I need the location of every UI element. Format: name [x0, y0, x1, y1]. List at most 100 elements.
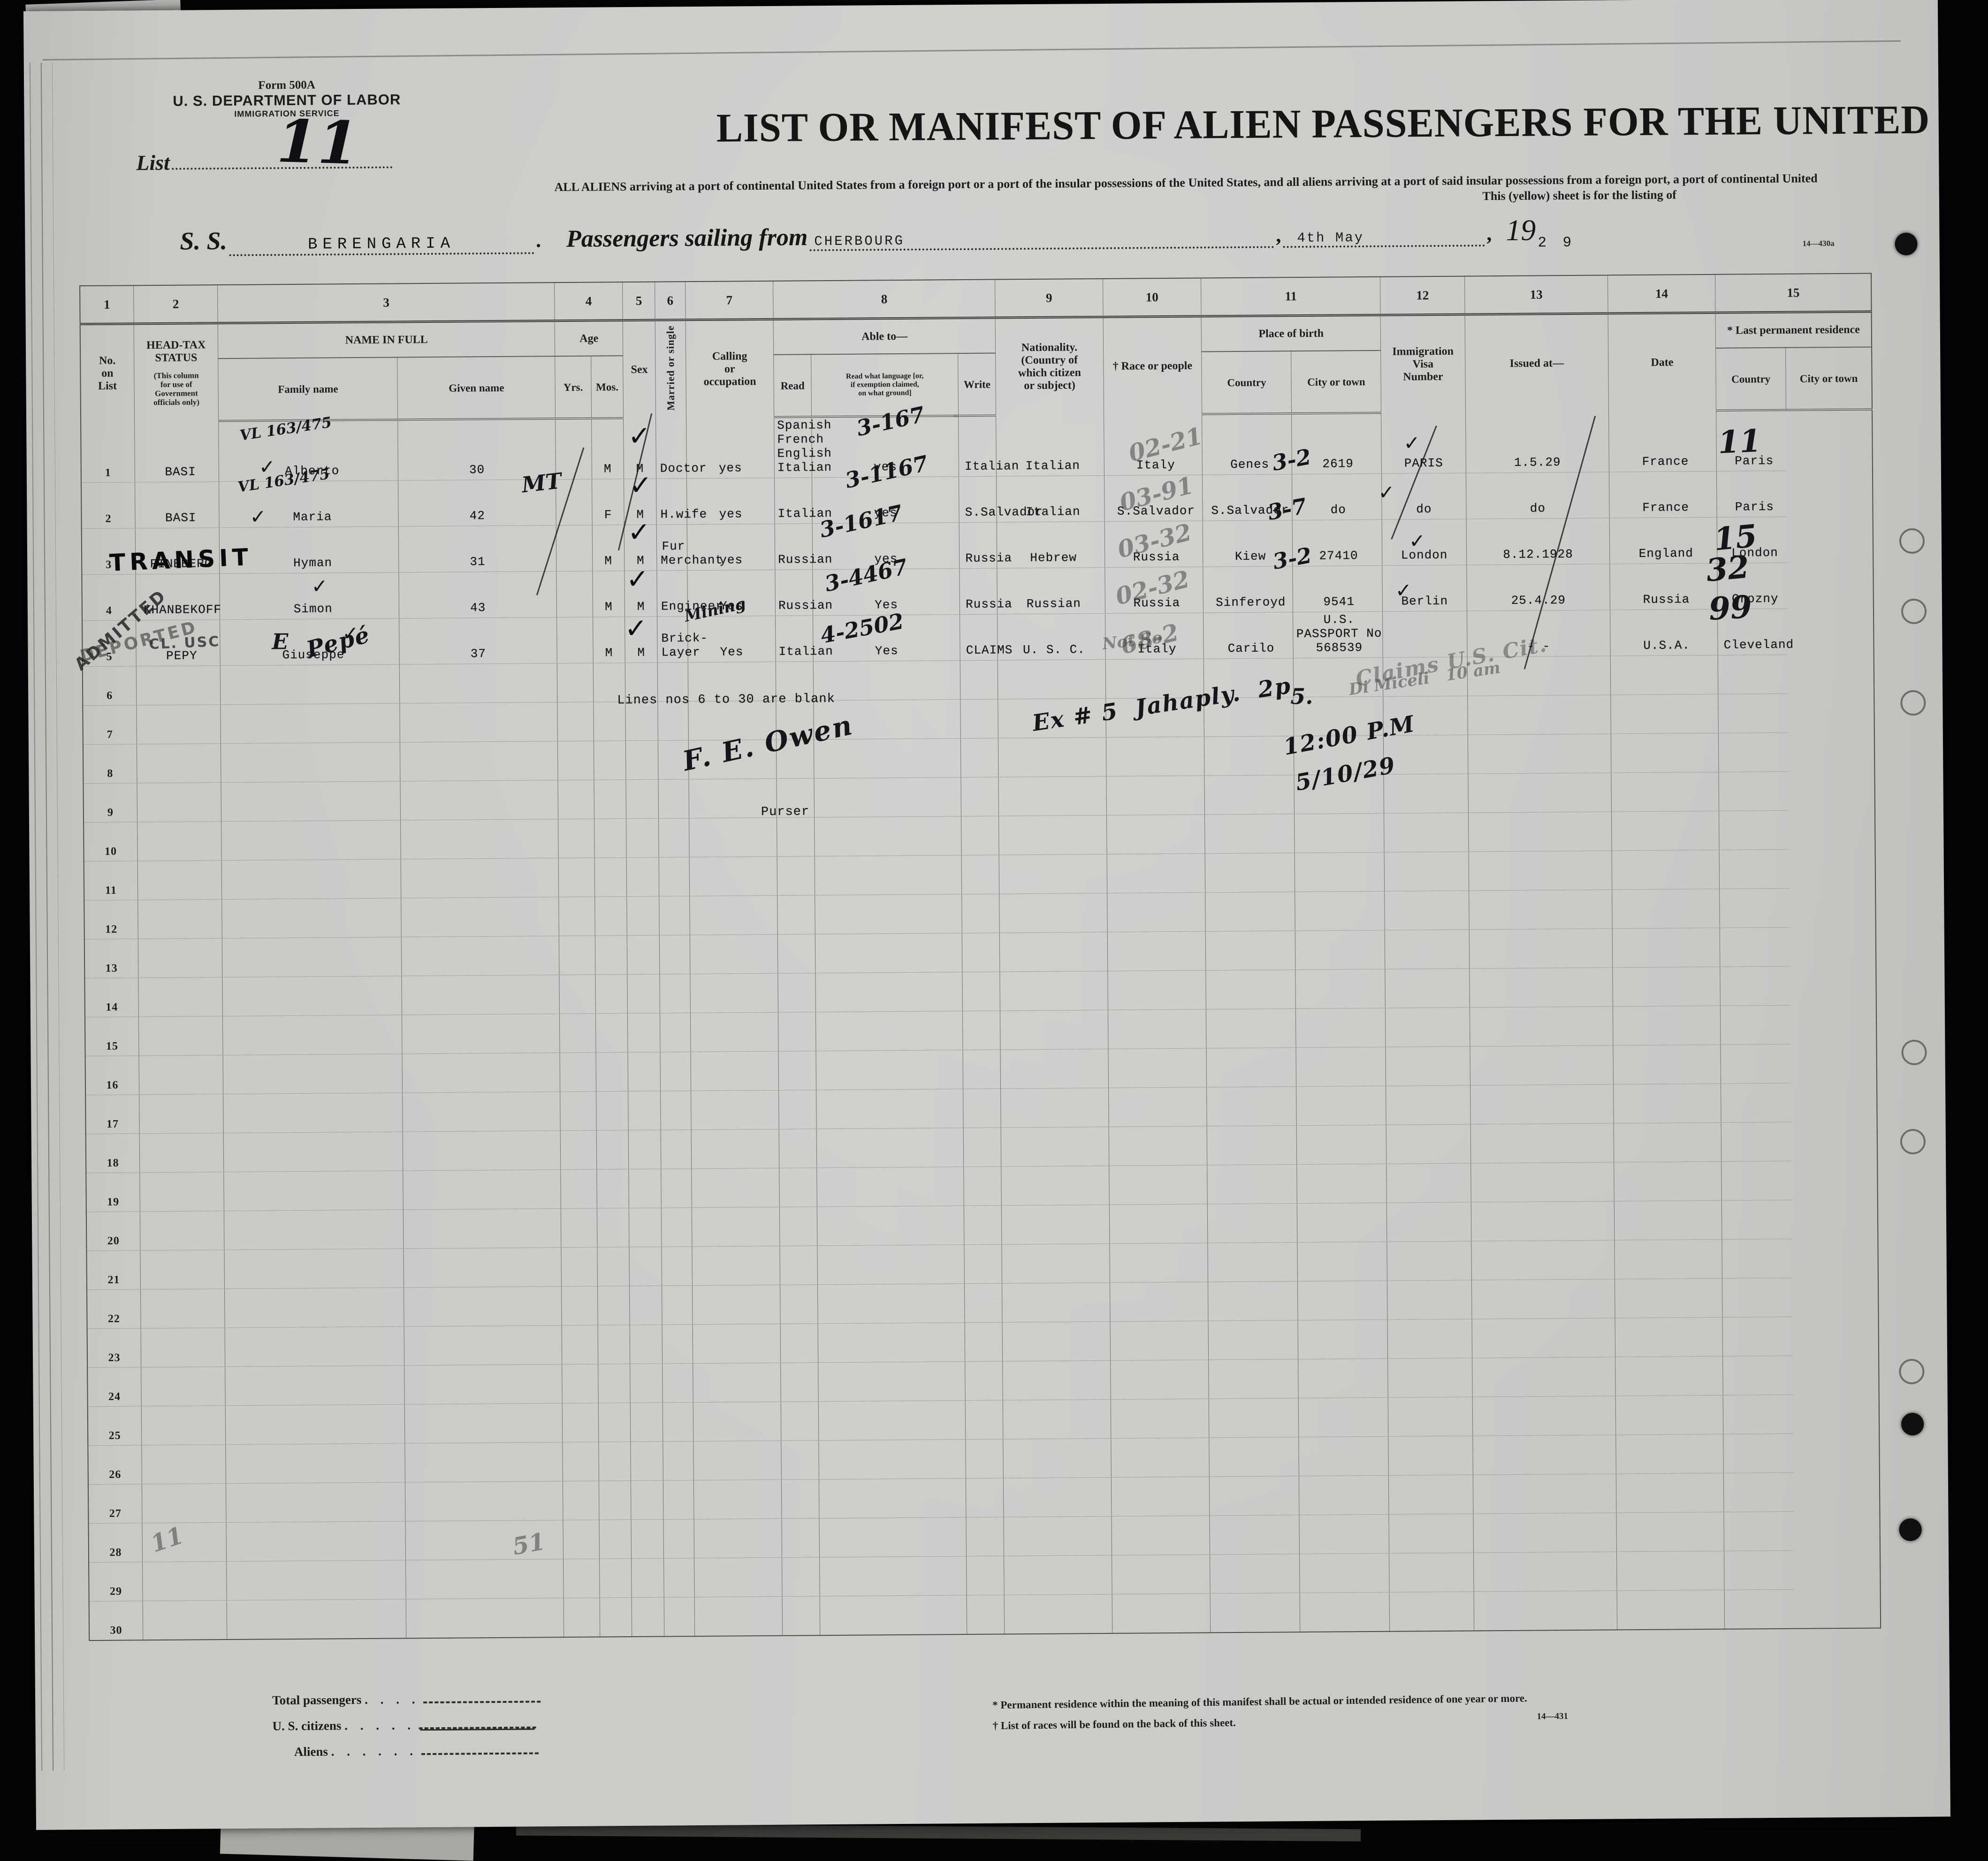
- cell-given: Giuseppe: [220, 618, 400, 666]
- cell-write: [816, 1167, 964, 1207]
- cell-yrs: [405, 1442, 563, 1482]
- cell-race: [1002, 1243, 1110, 1284]
- cell-lang: [776, 778, 815, 818]
- cell-lang: [781, 1401, 819, 1441]
- cell-write: [815, 933, 963, 973]
- header-read-language: Read what language [or, if exemption cla…: [811, 353, 959, 417]
- cell-b_country: [1110, 1359, 1209, 1400]
- cell-lang: [779, 1167, 817, 1207]
- cell-sex: M: [592, 571, 625, 618]
- cell-calling: [659, 857, 690, 897]
- cell-date: [1470, 1201, 1615, 1242]
- cell-mos: [561, 1169, 597, 1209]
- sailing-date: 4th May: [1283, 229, 1485, 248]
- scan-shadow-streak: [516, 1823, 1361, 1842]
- cell-r_country: [1615, 1278, 1723, 1318]
- cell-lang: [777, 895, 815, 935]
- cell-family: [141, 1444, 226, 1484]
- cell-r_city: [1718, 655, 1788, 694]
- cell-ms: [627, 1013, 661, 1053]
- cell-lang: [780, 1284, 818, 1324]
- cell-issued: [1389, 1592, 1474, 1632]
- cell-race: [1004, 1594, 1112, 1634]
- cell-race: [999, 932, 1108, 972]
- handwritten-list-number: 11: [275, 107, 359, 178]
- punch-hole: [1895, 232, 1918, 256]
- cell-visa: [1293, 657, 1384, 697]
- cell-yrs: 42: [398, 479, 556, 526]
- cell-r_city: [1720, 1005, 1791, 1045]
- cell-lang: [782, 1557, 820, 1597]
- cell-lang: [776, 739, 815, 779]
- cell-issued: [1387, 1358, 1472, 1398]
- cell-mos: [562, 1325, 598, 1365]
- cell-write: [817, 1244, 965, 1285]
- cell-visa: [1297, 1164, 1387, 1204]
- cell-sex: F: [592, 479, 625, 526]
- cell-nationality: [963, 1089, 1001, 1128]
- cell-yrs: [405, 1559, 564, 1599]
- cell-yrs: [403, 1169, 561, 1210]
- cell-visa: [1295, 930, 1386, 970]
- cell-b_city: [1207, 1086, 1297, 1126]
- cell-lang: [776, 661, 814, 701]
- cell-calling: [664, 1597, 695, 1637]
- cell-race: Russian: [997, 567, 1105, 615]
- cell-nationality: [966, 1478, 1004, 1518]
- cell-mos: [560, 1091, 596, 1131]
- cell-yrs: [405, 1520, 564, 1560]
- cell-b_country: [1109, 1243, 1208, 1283]
- cell-read: [693, 1363, 781, 1403]
- row-number: 12: [84, 900, 138, 939]
- cell-b_country: [1105, 658, 1204, 699]
- cell-r_city: [1723, 1472, 1794, 1512]
- cell-visa: [1298, 1358, 1388, 1398]
- punch-hole: [1899, 528, 1925, 554]
- cell-race: [998, 776, 1107, 816]
- cell-sex: [597, 1325, 630, 1365]
- cell-lang: [776, 700, 814, 740]
- cell-race: [1001, 1127, 1109, 1167]
- cell-visa: [1295, 891, 1385, 931]
- cell-r_country: [1610, 655, 1718, 695]
- cell-sex: [598, 1403, 631, 1442]
- cell-ms: [630, 1364, 663, 1403]
- cell-mos: [559, 1014, 596, 1053]
- row-number: 7: [83, 705, 137, 745]
- row-number: 15: [84, 1016, 139, 1056]
- header-birth-country: Country: [1202, 351, 1292, 414]
- cell-family: [142, 1561, 227, 1601]
- cell-r_country: [1613, 1045, 1721, 1084]
- punch-hole: [1900, 1129, 1926, 1155]
- row-number: 4: [82, 574, 136, 621]
- cell-date: do: [1466, 472, 1610, 519]
- header-residence-country: Country: [1715, 347, 1786, 411]
- cell-issued: [1386, 1085, 1470, 1125]
- cell-ms: M: [624, 525, 657, 571]
- cell-write: [815, 972, 963, 1012]
- cell-nationality: S.Salvador: [959, 476, 1043, 523]
- punct: ,: [1276, 223, 1281, 247]
- cell-yrs: [400, 702, 558, 742]
- cell-calling: [658, 740, 689, 780]
- cell-visa: [1297, 1242, 1387, 1281]
- col-number: 12: [1380, 276, 1465, 315]
- cell-race: [998, 698, 1106, 739]
- cell-date: [1470, 1123, 1614, 1164]
- cell-read: [690, 934, 778, 974]
- cell-read: [693, 1518, 782, 1558]
- cell-write: [813, 699, 961, 740]
- cell-calling: Brick- Layer: [657, 616, 708, 663]
- cell-r_city: [1723, 1434, 1794, 1473]
- cell-read: [693, 1480, 782, 1519]
- cell-family: [137, 821, 222, 861]
- cell-read: [692, 1246, 780, 1286]
- cell-given: Simon: [220, 572, 399, 620]
- cell-b_city: [1210, 1515, 1300, 1555]
- cell-date: [1472, 1434, 1616, 1475]
- cell-issued: [1385, 930, 1470, 969]
- cell-calling: Fur Merchant: [656, 524, 723, 571]
- cell-r_city: [1722, 1278, 1793, 1318]
- cell-given: [224, 1170, 404, 1211]
- header-sex: Sex: [623, 320, 656, 419]
